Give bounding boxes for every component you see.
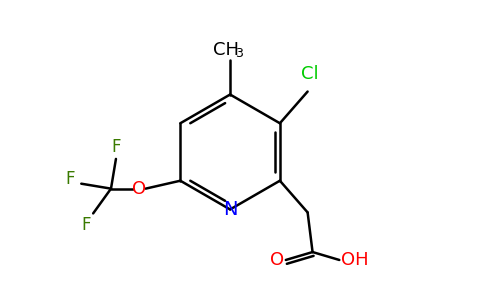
Text: N: N: [223, 200, 237, 219]
Text: CH: CH: [213, 41, 239, 59]
Text: OH: OH: [341, 251, 369, 269]
Text: F: F: [66, 170, 75, 188]
Text: Cl: Cl: [301, 65, 318, 83]
Text: O: O: [270, 251, 284, 269]
Text: 3: 3: [235, 47, 243, 60]
Text: F: F: [81, 216, 91, 234]
Text: O: O: [132, 180, 146, 198]
Text: F: F: [111, 138, 121, 156]
